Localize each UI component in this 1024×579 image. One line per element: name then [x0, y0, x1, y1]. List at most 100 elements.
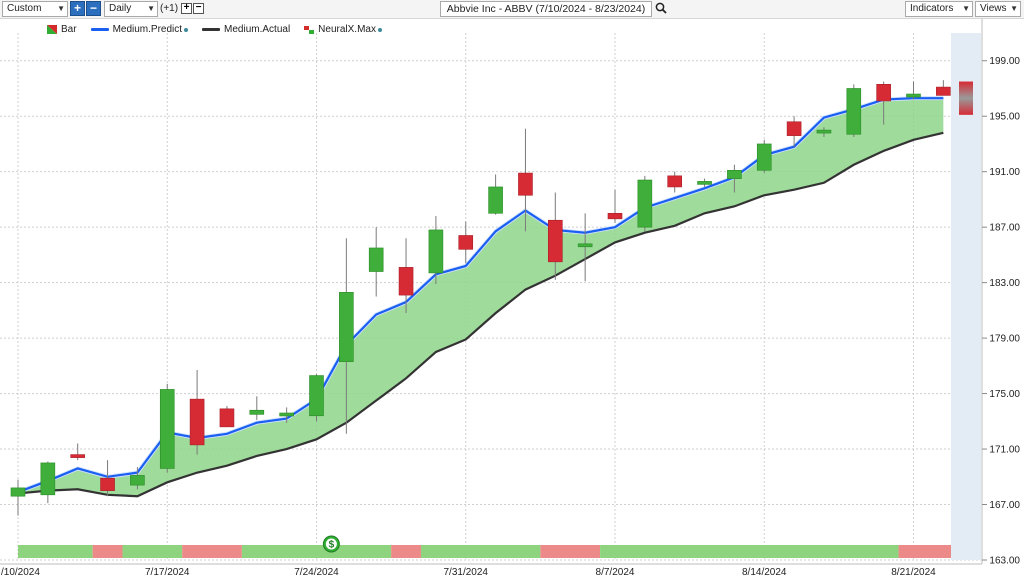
neuralx-segment-up: [600, 545, 899, 558]
candle-down: [518, 172, 533, 196]
neuralx-segment-down: [182, 545, 242, 558]
indicators-button[interactable]: Indicators ▼: [905, 1, 973, 17]
y-axis-panel: [982, 19, 1024, 579]
candle-up: [816, 129, 832, 134]
x-tick-label: /10/2024: [1, 567, 40, 578]
x-axis: /10/2024 7/17/2024 7/24/2024 7/31/2024 8/7/2…: [0, 563, 982, 578]
legend-item-medium-predict[interactable]: Medium.Predict: [90, 24, 189, 35]
neuralx-segment-down: [92, 545, 123, 558]
chevron-down-icon: ▼: [962, 4, 970, 13]
candle-up: [279, 412, 294, 417]
candle-down: [100, 477, 115, 491]
bar-icon: [47, 25, 57, 34]
y-tick-label: 183.00: [989, 278, 1020, 289]
chart-legend: Bar Medium.Predict Medium.Actual NeuralX…: [47, 24, 382, 35]
y-tick-label: 167.00: [989, 500, 1020, 511]
candle-up: [130, 475, 145, 486]
y-tick-label: 191.00: [989, 167, 1020, 178]
candle-up: [697, 181, 712, 185]
chevron-down-icon: ▼: [147, 4, 155, 13]
candle-down: [607, 212, 623, 220]
neuralx-strip: [18, 545, 951, 558]
legend-label: Medium.Predict: [112, 24, 183, 35]
offset-plus-button[interactable]: +: [181, 3, 192, 14]
period-select-value: Custom: [7, 3, 42, 14]
search-icon[interactable]: [655, 2, 667, 14]
info-dot-icon: [377, 27, 382, 32]
symbol-title-field[interactable]: Abbvie Inc - ABBV (7/10/2024 - 8/23/2024…: [440, 1, 652, 17]
price-chart[interactable]: $ 163.00 167.00 171.00 175.00 179.00 183.00 18…: [0, 19, 1024, 579]
candle-down: [876, 84, 891, 102]
neuralx-segment-down: [898, 545, 951, 558]
candle-down: [189, 398, 205, 446]
y-tick-label: 171.00: [989, 445, 1020, 456]
offset-minus-button[interactable]: −: [193, 3, 204, 14]
interval-select-value: Daily: [109, 3, 132, 14]
neuralx-segment-up: [18, 545, 93, 558]
candle-down: [219, 408, 235, 428]
candle-down: [667, 175, 683, 188]
legend-item-bar[interactable]: Bar: [47, 24, 77, 35]
legend-item-medium-actual[interactable]: Medium.Actual: [202, 24, 290, 35]
dividend-marker-label: $: [329, 540, 335, 551]
x-tick-label: 8/14/2024: [742, 567, 787, 578]
candle-up: [428, 229, 444, 274]
candle-up: [40, 462, 56, 496]
legend-label: Medium.Actual: [224, 24, 291, 35]
series-line-medium-actual: [17, 131, 944, 498]
candle-up: [577, 243, 593, 248]
neuralx-segment-up: [420, 545, 541, 558]
candle-down: [458, 235, 474, 250]
x-tick-label: 8/21/2024: [891, 567, 936, 578]
toolbar: Custom ▼ + − Daily ▼ (+1) + − Abbvie Inc…: [0, 0, 1024, 19]
candle-up: [339, 292, 354, 362]
forecast-band: [951, 33, 981, 560]
interval-select[interactable]: Daily ▼: [104, 1, 158, 17]
y-tick-label: 179.00: [989, 334, 1020, 345]
candles: [10, 80, 973, 516]
predict-actual-fill: [18, 98, 944, 497]
legend-label: Bar: [61, 24, 77, 35]
candle-up: [309, 375, 324, 417]
zoom-in-button[interactable]: +: [70, 1, 85, 16]
dividend-markers: $: [322, 535, 340, 553]
info-dot-icon: [184, 27, 189, 32]
candle-up: [637, 179, 653, 228]
neuralx-segment-down: [540, 545, 601, 558]
period-select[interactable]: Custom ▼: [2, 1, 68, 17]
line-icon: [90, 28, 109, 31]
candle-down: [70, 454, 85, 458]
x-tick-label: 7/24/2024: [294, 567, 339, 578]
views-label: Views: [980, 3, 1007, 14]
chevron-down-icon: ▼: [57, 4, 65, 13]
indicators-label: Indicators: [910, 3, 954, 14]
candle-down: [398, 267, 414, 296]
chevron-down-icon: ▼: [1010, 4, 1018, 13]
neuralx-segment-up: [241, 545, 392, 558]
candle-up: [10, 487, 26, 497]
x-tick-label: 8/7/2024: [596, 567, 635, 578]
legend-item-neuralx-max[interactable]: NeuralX.Max: [304, 24, 382, 35]
candle-down: [547, 219, 563, 263]
forecast-candle: [959, 81, 973, 115]
y-tick-label: 195.00: [989, 112, 1020, 123]
neuralx-segment-up: [122, 545, 183, 558]
candle-up: [159, 389, 175, 469]
candle-up: [846, 88, 862, 135]
y-tick-label: 199.00: [989, 56, 1020, 67]
offset-label: (+1): [160, 3, 179, 14]
candle-up: [906, 93, 921, 98]
candle-up: [488, 186, 503, 214]
x-tick-label: 7/31/2024: [444, 567, 489, 578]
zoom-out-button[interactable]: −: [86, 1, 101, 16]
neuralx-segment-down: [391, 545, 421, 558]
y-axis: 163.00 167.00 171.00 175.00 179.00 183.00 187.…: [981, 19, 1024, 579]
neural-icon: [304, 25, 315, 34]
y-tick-label: 187.00: [989, 223, 1020, 234]
y-tick-label: 175.00: [989, 389, 1020, 400]
candle-up: [249, 409, 265, 415]
predict-actual-area: [18, 98, 944, 497]
x-tick-label: 7/17/2024: [145, 567, 190, 578]
candle-down: [936, 86, 951, 96]
views-button[interactable]: Views ▼: [975, 1, 1021, 17]
